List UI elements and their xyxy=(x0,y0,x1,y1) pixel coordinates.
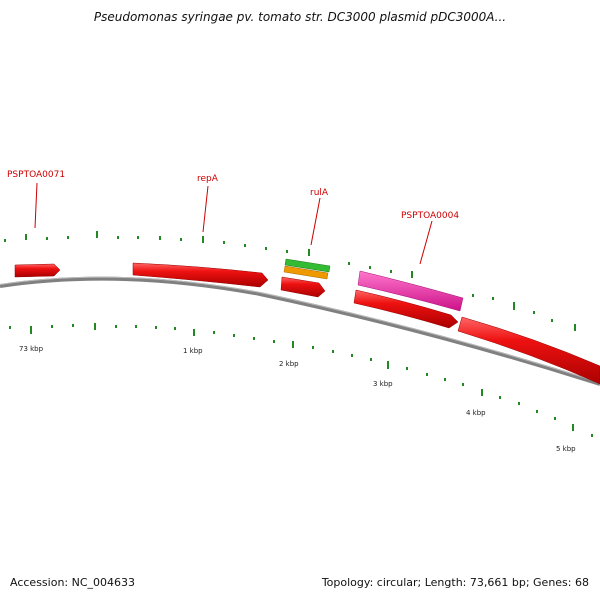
plasmid-backbone-highlight xyxy=(0,276,600,383)
gene-arrow-large-right[interactable] xyxy=(457,316,600,385)
gene-label-pspotoa0004: PSPTOA0004 xyxy=(401,211,459,221)
gene-arrow-repa[interactable] xyxy=(132,262,269,288)
label-connectors xyxy=(34,182,433,265)
tick-label-3kbp: 3 kbp xyxy=(373,380,393,388)
topology-summary-text: Topology: circular; Length: 73,661 bp; G… xyxy=(321,576,589,589)
gene-arrow-rula-green[interactable] xyxy=(284,258,331,273)
tick-label-2kbp: 2 kbp xyxy=(279,360,299,368)
accession-text: Accession: NC_004633 xyxy=(10,576,136,589)
tick-label-73kbp: 73 kbp xyxy=(19,345,44,353)
map-title: Pseudomonas syringae pv. tomato str. DC3… xyxy=(93,10,507,24)
gene-label-pspotoa0071: PSPTOA0071 xyxy=(7,170,65,180)
gene-arrow-red-below-4[interactable] xyxy=(353,289,459,329)
gene-arrow-rula-red[interactable] xyxy=(280,276,326,298)
inner-tick-ring xyxy=(9,323,593,437)
outer-tick-ring xyxy=(4,231,576,331)
gene-arrow-rula-orange[interactable] xyxy=(283,265,329,280)
tick-label-4kbp: 4 kbp xyxy=(466,409,486,417)
gene-label-rula: rulA xyxy=(310,188,329,198)
tick-label-5kbp: 5 kbp xyxy=(556,445,576,453)
gene-arrow-pspotoa0004[interactable] xyxy=(357,270,464,312)
gene-label-repa: repA xyxy=(197,174,219,184)
gene-arrow-pspotoa0071[interactable] xyxy=(14,263,61,278)
tick-label-1kbp: 1 kbp xyxy=(183,347,203,355)
plasmid-backbone xyxy=(0,276,600,386)
